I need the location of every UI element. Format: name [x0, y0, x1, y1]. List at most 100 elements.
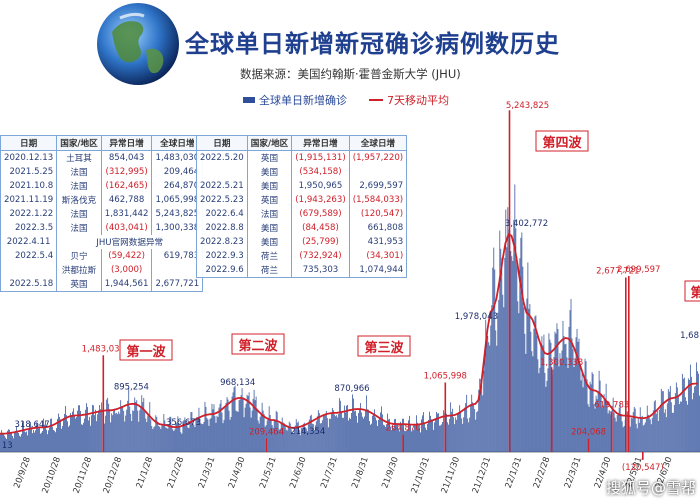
daily-bar	[313, 430, 315, 452]
daily-bar	[373, 413, 374, 452]
table-cell: 462,788	[100, 193, 153, 207]
table-cell: 2020.12.13	[0, 150, 58, 165]
daily-bar	[135, 401, 137, 452]
daily-bar	[582, 387, 584, 452]
daily-bar	[413, 429, 414, 452]
daily-bar	[329, 418, 331, 452]
daily-bar	[247, 396, 249, 452]
daily-bar	[618, 407, 620, 452]
daily-bar	[374, 409, 375, 452]
daily-bar	[352, 394, 353, 452]
daily-bar	[78, 405, 79, 452]
daily-bar	[634, 408, 636, 452]
daily-bar	[275, 410, 277, 452]
daily-bar	[341, 417, 343, 452]
daily-bar	[609, 411, 611, 452]
table-cell: 2022.9.3	[196, 249, 248, 263]
daily-bar	[586, 379, 588, 452]
daily-bar	[417, 422, 418, 452]
daily-bar	[93, 405, 95, 452]
daily-bar	[467, 418, 469, 452]
daily-bar	[173, 431, 175, 452]
daily-bar	[415, 425, 416, 452]
daily-bar	[72, 411, 73, 452]
daily-bar	[502, 294, 504, 452]
page-title: 全球单日新增新冠确诊病例数历史	[185, 30, 560, 58]
daily-bar	[167, 428, 169, 452]
value-label: 5,243,825	[506, 101, 549, 111]
daily-bar	[593, 404, 595, 452]
value-label: 356,673	[166, 418, 201, 428]
daily-bar	[617, 413, 619, 452]
daily-bar	[383, 424, 384, 452]
daily-bar	[165, 427, 167, 452]
value-labels: 13 318,647 1,483,030 895,254 356,673 968,134 2…	[2, 101, 699, 473]
daily-bar	[137, 410, 139, 452]
daily-bar	[325, 410, 327, 452]
daily-bar	[322, 415, 324, 452]
daily-bar	[436, 411, 437, 452]
wave-label-text: 第一波	[126, 344, 166, 360]
daily-bar	[244, 407, 246, 452]
value-label: 1,065,998	[424, 372, 467, 382]
daily-bar	[152, 429, 154, 452]
daily-bar	[669, 386, 671, 452]
x-tick-label: 21/4/30	[227, 456, 248, 490]
wave-label-box	[231, 333, 285, 355]
anomaly-spikes	[102, 110, 644, 460]
daily-bar	[695, 362, 697, 452]
daily-bar	[530, 331, 532, 452]
daily-bar	[17, 432, 18, 452]
daily-bar	[588, 406, 590, 452]
daily-bar	[200, 423, 202, 452]
daily-bar	[323, 414, 325, 452]
table-cell: (312,995)	[100, 165, 153, 179]
daily-bar	[563, 335, 565, 452]
daily-bar	[479, 378, 481, 452]
daily-bar	[388, 419, 389, 452]
daily-bar	[281, 417, 283, 452]
daily-bar	[125, 415, 127, 452]
daily-bar	[366, 395, 367, 452]
daily-bar	[638, 422, 640, 452]
daily-bar	[460, 411, 462, 452]
daily-bar	[616, 415, 618, 452]
daily-bar	[110, 422, 112, 452]
daily-bar	[380, 412, 381, 452]
daily-bar	[349, 417, 350, 452]
daily-bar	[423, 412, 424, 452]
daily-bar	[466, 394, 468, 452]
daily-bar	[69, 425, 70, 452]
daily-bar	[435, 418, 436, 452]
daily-bar	[622, 427, 624, 452]
daily-bar	[495, 330, 497, 452]
daily-bar	[515, 228, 517, 452]
daily-bar	[391, 429, 392, 452]
daily-bar	[532, 356, 534, 452]
daily-bar	[346, 405, 348, 452]
daily-bar	[487, 335, 489, 452]
daily-bar	[382, 414, 383, 452]
daily-bar	[663, 412, 665, 452]
daily-bar	[536, 335, 538, 452]
daily-bar	[693, 386, 695, 452]
daily-bar	[31, 428, 32, 452]
x-tick-label: 22/2/28	[532, 456, 553, 490]
daily-bar	[197, 417, 199, 452]
daily-bar	[54, 430, 55, 452]
daily-bar	[161, 425, 163, 452]
daily-bar	[664, 409, 666, 452]
daily-bar	[293, 428, 295, 452]
daily-bar	[48, 430, 49, 452]
daily-bar	[279, 428, 281, 452]
table-row: 2022.5.23 英国 (1,943,263) (1,584,033)	[196, 193, 408, 207]
daily-bar	[9, 429, 10, 452]
daily-bar	[64, 413, 65, 452]
daily-bar	[222, 423, 224, 452]
daily-bar	[394, 419, 395, 452]
daily-bar	[621, 421, 623, 452]
daily-bar	[30, 421, 31, 452]
daily-bar	[46, 429, 47, 452]
daily-bar	[22, 422, 23, 452]
daily-bar	[677, 396, 679, 452]
